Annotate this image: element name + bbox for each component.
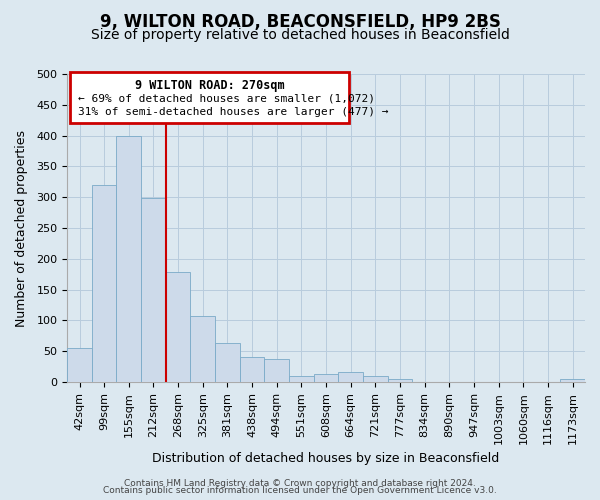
Text: Contains public sector information licensed under the Open Government Licence v3: Contains public sector information licen… xyxy=(103,486,497,495)
Text: 31% of semi-detached houses are larger (477) →: 31% of semi-detached houses are larger (… xyxy=(77,108,388,118)
Y-axis label: Number of detached properties: Number of detached properties xyxy=(15,130,28,326)
X-axis label: Distribution of detached houses by size in Beaconsfield: Distribution of detached houses by size … xyxy=(152,452,500,465)
FancyBboxPatch shape xyxy=(70,72,349,124)
Bar xyxy=(67,348,92,382)
Bar xyxy=(92,185,116,382)
Text: 9 WILTON ROAD: 270sqm: 9 WILTON ROAD: 270sqm xyxy=(135,78,284,92)
Bar xyxy=(166,272,190,382)
Bar xyxy=(240,358,265,382)
Bar xyxy=(388,379,412,382)
Bar xyxy=(190,316,215,382)
Bar xyxy=(363,376,388,382)
Bar xyxy=(215,344,240,382)
Bar xyxy=(560,379,585,382)
Text: Contains HM Land Registry data © Crown copyright and database right 2024.: Contains HM Land Registry data © Crown c… xyxy=(124,478,476,488)
Text: Size of property relative to detached houses in Beaconsfield: Size of property relative to detached ho… xyxy=(91,28,509,42)
Bar xyxy=(338,372,363,382)
Text: ← 69% of detached houses are smaller (1,072): ← 69% of detached houses are smaller (1,… xyxy=(77,94,374,104)
Bar xyxy=(289,376,314,382)
Text: 9, WILTON ROAD, BEACONSFIELD, HP9 2BS: 9, WILTON ROAD, BEACONSFIELD, HP9 2BS xyxy=(100,12,500,30)
Bar xyxy=(116,136,141,382)
Bar xyxy=(141,198,166,382)
Bar xyxy=(314,374,338,382)
Bar xyxy=(265,360,289,382)
